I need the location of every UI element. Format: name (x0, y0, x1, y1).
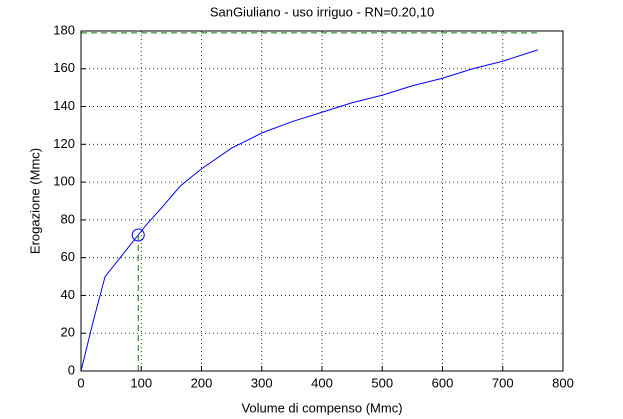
y-tick-label: 160 (53, 60, 75, 75)
x-tick-label: 0 (77, 375, 84, 390)
x-tick-label: 200 (191, 375, 213, 390)
x-tick-label: 500 (371, 375, 393, 390)
y-tick-label: 120 (53, 136, 75, 151)
x-tick-label: 600 (432, 375, 454, 390)
y-tick-label: 180 (53, 22, 75, 37)
y-tick-label: 40 (61, 287, 75, 302)
y-tick-label: 100 (53, 174, 75, 189)
data-line (80, 49, 538, 372)
x-tick-label: 800 (552, 375, 574, 390)
x-tick-label: 700 (492, 375, 514, 390)
x-tick-label: 400 (311, 375, 333, 390)
y-tick-label: 20 (61, 325, 75, 340)
x-axis-label: Volume di compenso (Mmc) (241, 400, 402, 415)
axes-box (80, 30, 564, 372)
data-marker (131, 228, 145, 242)
chart-title: SanGiuliano - uso irriguo - RN=0.20,10 (210, 4, 434, 19)
x-tick-label: 300 (251, 375, 273, 390)
y-tick-label: 140 (53, 98, 75, 113)
y-axis-label: Erogazione (Mmc) (27, 148, 42, 254)
x-tick-label: 100 (130, 375, 152, 390)
y-tick-label: 60 (61, 249, 75, 264)
y-tick-label: 0 (68, 362, 75, 377)
y-tick-label: 80 (61, 211, 75, 226)
